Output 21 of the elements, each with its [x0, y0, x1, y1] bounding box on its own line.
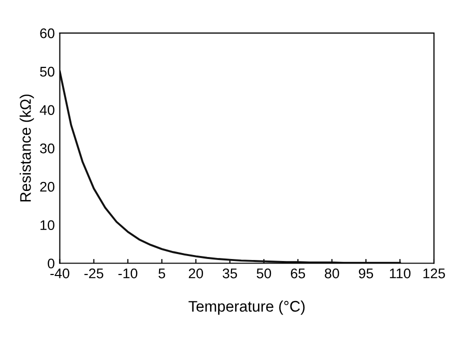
y-tick-label: 0 — [48, 258, 54, 268]
x-tick-label: 125 — [423, 268, 445, 278]
x-tick-label: 35 — [222, 268, 238, 278]
x-tick-label: 65 — [290, 268, 306, 278]
x-tick-label: -40 — [50, 268, 70, 278]
x-tick-label: 95 — [358, 268, 374, 278]
x-tick-label: 5 — [158, 268, 166, 278]
y-tick-label: 60 — [40, 28, 54, 38]
y-tick-label: 30 — [40, 144, 54, 154]
x-axis-title: Temperature (°C) — [188, 300, 305, 315]
x-tick-label: 20 — [188, 268, 204, 278]
y-tick-label: 20 — [40, 182, 54, 192]
x-tick-label: 80 — [324, 268, 340, 278]
x-tick-label: -25 — [84, 268, 104, 278]
x-tick-label: 50 — [256, 268, 272, 278]
y-axis-title: Resistance (kΩ) — [20, 94, 34, 202]
x-tick-label: 110 — [390, 268, 410, 278]
y-tick-label: 50 — [40, 66, 54, 77]
y-tick-label: 40 — [40, 105, 54, 115]
x-tick-label: -10 — [118, 268, 138, 278]
y-tick-label: 10 — [40, 220, 54, 230]
